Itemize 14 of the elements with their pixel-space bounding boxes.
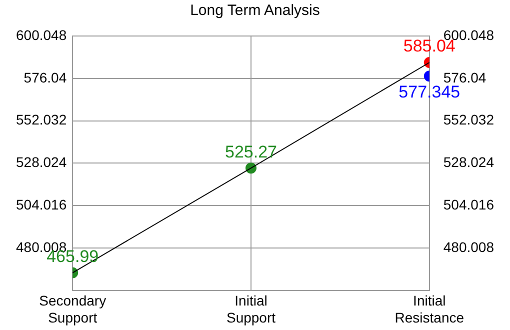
y2-tick-label: 528.024 <box>443 154 494 170</box>
x-tick-label: Initial Resistance <box>394 292 464 326</box>
y-tick-label: 528.024 <box>16 154 67 170</box>
y2-tick-label: 504.016 <box>443 196 494 212</box>
y-tick-label: 600.048 <box>16 26 67 43</box>
y-tick-label: 576.04 <box>24 69 67 86</box>
y-tick-label: 504.016 <box>16 196 67 212</box>
chart-title: Long Term Analysis <box>189 2 321 19</box>
y2-tick-label: 552.032 <box>443 112 494 128</box>
y2-tick-label: 480.008 <box>443 238 494 255</box>
data-label: 525.27 <box>225 142 277 162</box>
y-tick-label: 552.032 <box>16 112 67 128</box>
x-tick-label: Initial Support <box>226 292 276 326</box>
x-tick-label: Secondary Support <box>39 292 106 326</box>
